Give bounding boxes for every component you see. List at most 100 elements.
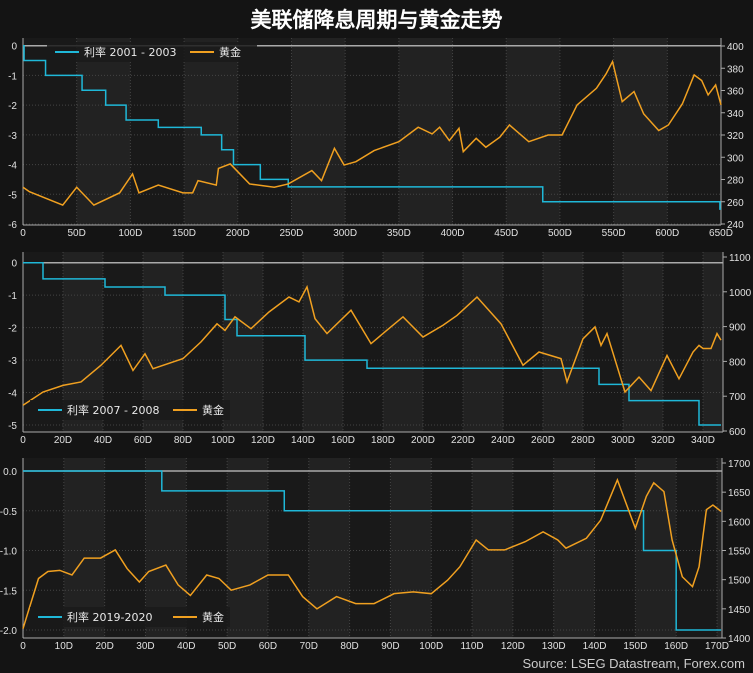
y-left-tick-label: -4	[8, 389, 17, 400]
x-tick-label: 400D	[441, 228, 465, 239]
x-tick-label: 40D	[94, 435, 112, 446]
x-tick-label: 50D	[68, 228, 86, 239]
x-tick-label: 10D	[55, 641, 73, 652]
gold-series-line	[22, 477, 722, 629]
legend-label-rate: 利率 2001 - 2003	[84, 45, 176, 59]
x-tick-label: 80D	[174, 435, 192, 446]
y-right-tick-label: 600	[729, 427, 746, 438]
y-right-tick-label: 280	[727, 176, 744, 187]
x-tick-label: 300D	[611, 435, 635, 446]
grid-band	[390, 458, 432, 638]
x-tick-label: 300D	[333, 228, 357, 239]
x-tick-label: 100D	[419, 641, 443, 652]
x-tick-label: 180D	[371, 435, 395, 446]
gold-series-line	[22, 284, 722, 406]
y-left-tick-label: -2	[8, 101, 17, 112]
legend-label-rate: 利率 2007 - 2008	[67, 403, 159, 417]
x-tick-label: 500D	[548, 228, 572, 239]
chart-title: 美联储降息周期与黄金走势	[250, 8, 503, 32]
x-tick-label: 70D	[300, 641, 318, 652]
y-left-tick-label: -0.5	[0, 507, 17, 518]
x-tick-label: 100D	[211, 435, 235, 446]
y-left-tick-label: -2	[8, 324, 17, 335]
y-left-tick-label: -3	[8, 131, 17, 142]
grid-band	[308, 458, 350, 638]
x-tick-label: 550D	[602, 228, 626, 239]
y-right-tick-label: 900	[729, 323, 746, 334]
y-right-tick-label: 1450	[728, 605, 751, 616]
x-tick-label: 160D	[664, 641, 688, 652]
y-right-tick-label: 1000	[729, 288, 752, 299]
x-tick-label: 320D	[651, 435, 675, 446]
y-right-tick-label: 1600	[728, 517, 751, 528]
source-note: Source: LSEG Datastream, Forex.com	[522, 656, 745, 671]
y-right-tick-label: 300	[727, 153, 744, 164]
panel-3: 0 10D 20D 30D 40D 50D 60D 70D 80D 90D 100D 110D 120D…	[0, 458, 751, 652]
y-right-tick-label: 1700	[728, 459, 751, 470]
grid-band	[553, 458, 595, 638]
legend-box	[30, 607, 230, 627]
x-tick-label: 450D	[494, 228, 518, 239]
y-left-tick-label: 0	[11, 42, 17, 53]
y-left-tick-label: -4	[8, 161, 17, 172]
x-tick-label: 130D	[542, 641, 566, 652]
grid-band	[227, 458, 268, 638]
grid-band	[383, 252, 423, 432]
x-tick-label: 140D	[291, 435, 315, 446]
y-right-tick-label: 1650	[728, 488, 751, 499]
grid-band	[76, 38, 131, 225]
y-left-tick-label: 0	[11, 259, 17, 270]
grid-band	[717, 458, 722, 638]
grid-band	[506, 38, 560, 225]
y-right-tick-label: 320	[727, 131, 744, 142]
legend-label-gold: 黄金	[202, 403, 224, 417]
x-tick-label: 240D	[491, 435, 515, 446]
grid-band	[543, 252, 583, 432]
x-tick-label: 340D	[691, 435, 715, 446]
x-tick-label: 150D	[172, 228, 196, 239]
x-tick-label: 0	[20, 641, 26, 652]
x-tick-label: 350D	[387, 228, 411, 239]
x-tick-label: 280D	[571, 435, 595, 446]
y-right-tick-label: 400	[727, 42, 744, 53]
x-tick-label: 120D	[501, 641, 525, 652]
y-right-tick-label: 1100	[729, 253, 751, 264]
legend: 利率 2019-2020 黄金	[30, 607, 230, 627]
x-tick-label: 0	[20, 435, 26, 446]
rate-series-line	[23, 470, 722, 631]
y-right-tick-label: 700	[729, 392, 746, 403]
x-tick-label: 50D	[218, 641, 236, 652]
x-tick-label: 60D	[259, 641, 277, 652]
x-tick-label: 80D	[340, 641, 358, 652]
x-tick-label: 60D	[134, 435, 152, 446]
grid-band	[635, 458, 677, 638]
y-left-tick-label: -5	[8, 190, 17, 201]
grid-band	[303, 252, 343, 432]
y-left-tick-label: -1	[8, 291, 17, 302]
y-left-tick-label: -6	[8, 220, 17, 231]
panel-1: 0 50D 100D 150D 200D 250D 300D 350D 400D 450D 500D…	[8, 38, 744, 239]
x-tick-label: 120D	[251, 435, 275, 446]
legend: 利率 2001 - 2003 黄金	[47, 42, 257, 62]
y-left-tick-label: -1.0	[0, 547, 17, 558]
legend-box	[47, 42, 257, 62]
rate-series-line	[23, 261, 721, 426]
y-right-tick-label: 360	[727, 87, 744, 98]
panel-2: 0 20D 40D 60D 80D 100D 120D 140D 160D 180D 200D 220…	[8, 252, 752, 446]
x-tick-label: 20D	[95, 641, 113, 652]
y-right-tick-label: 1500	[728, 576, 751, 587]
x-tick-label: 650D	[709, 228, 733, 239]
x-tick-label: 150D	[623, 641, 647, 652]
x-tick-label: 600D	[655, 228, 679, 239]
y-right-tick-label: 1550	[728, 547, 751, 558]
grid-band	[613, 38, 668, 225]
y-right-tick-label: 340	[727, 109, 744, 120]
gold-series-line	[22, 59, 722, 206]
rate-series-line	[23, 44, 721, 210]
y-right-tick-label: 1400	[728, 634, 751, 645]
y-left-tick-label: -1.5	[0, 586, 17, 597]
y-left-tick-label: 0.0	[3, 467, 17, 478]
x-tick-label: 200D	[226, 228, 250, 239]
grid-band	[623, 252, 663, 432]
grid-band	[472, 458, 513, 638]
